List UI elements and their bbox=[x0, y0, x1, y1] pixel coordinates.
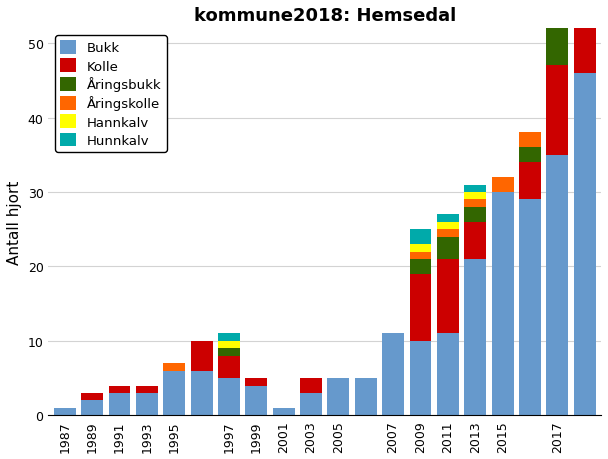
Bar bbox=[300, 378, 322, 393]
Bar bbox=[218, 341, 240, 348]
Bar bbox=[410, 245, 432, 252]
Bar bbox=[191, 341, 213, 371]
Bar bbox=[574, 0, 596, 74]
Bar bbox=[410, 259, 432, 274]
Bar bbox=[437, 215, 459, 222]
Bar bbox=[519, 148, 541, 163]
Legend: Bukk, Kolle, Åringsbukk, Åringskolle, Hannkalv, Hunnkalv: Bukk, Kolle, Åringsbukk, Åringskolle, Ha… bbox=[55, 36, 167, 153]
Bar bbox=[547, 67, 568, 156]
Bar bbox=[355, 378, 377, 415]
Bar bbox=[300, 393, 322, 415]
Bar bbox=[465, 207, 486, 222]
Bar bbox=[519, 200, 541, 415]
Bar bbox=[218, 348, 240, 356]
Bar bbox=[465, 200, 486, 207]
Bar bbox=[410, 274, 432, 341]
Bar bbox=[382, 334, 404, 415]
Bar bbox=[492, 193, 514, 415]
Bar bbox=[465, 259, 486, 415]
Bar bbox=[519, 133, 541, 148]
Bar bbox=[164, 371, 185, 415]
Bar bbox=[164, 364, 185, 371]
Bar bbox=[81, 401, 103, 415]
Bar bbox=[218, 334, 240, 341]
Bar bbox=[465, 193, 486, 200]
Bar bbox=[218, 356, 240, 378]
Bar bbox=[136, 393, 158, 415]
Bar bbox=[191, 371, 213, 415]
Bar bbox=[218, 378, 240, 415]
Bar bbox=[437, 259, 459, 334]
Bar bbox=[81, 393, 103, 401]
Bar bbox=[547, 0, 568, 29]
Bar bbox=[519, 163, 541, 200]
Bar bbox=[54, 408, 76, 415]
Bar bbox=[136, 386, 158, 393]
Bar bbox=[437, 237, 459, 259]
Bar bbox=[574, 74, 596, 415]
Title: kommune2018: Hemsedal: kommune2018: Hemsedal bbox=[193, 7, 456, 25]
Bar bbox=[246, 386, 268, 415]
Bar bbox=[109, 386, 131, 393]
Bar bbox=[410, 341, 432, 415]
Bar bbox=[492, 178, 514, 193]
Bar bbox=[437, 334, 459, 415]
Bar bbox=[410, 230, 432, 245]
Bar bbox=[465, 185, 486, 193]
Bar bbox=[547, 156, 568, 415]
Bar bbox=[410, 252, 432, 259]
Bar bbox=[109, 393, 131, 415]
Bar bbox=[547, 29, 568, 67]
Bar bbox=[437, 222, 459, 230]
Bar bbox=[273, 408, 295, 415]
Y-axis label: Antall hjort: Antall hjort bbox=[7, 180, 22, 264]
Bar bbox=[328, 378, 350, 415]
Bar bbox=[246, 378, 268, 386]
Bar bbox=[437, 230, 459, 237]
Bar bbox=[465, 222, 486, 259]
